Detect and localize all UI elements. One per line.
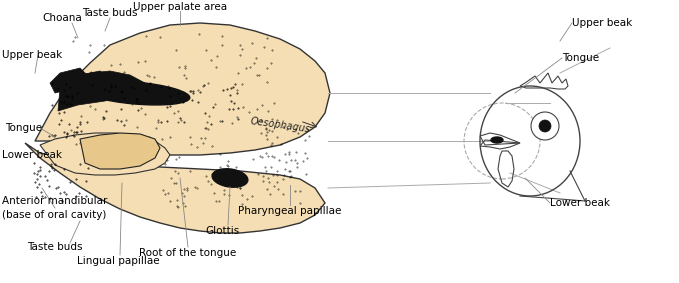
Text: Lingual papillae: Lingual papillae	[77, 256, 160, 266]
Polygon shape	[25, 143, 325, 233]
Polygon shape	[50, 68, 90, 93]
Text: Taste buds: Taste buds	[27, 242, 83, 252]
Text: Tongue: Tongue	[5, 123, 42, 133]
Text: Choana: Choana	[42, 13, 82, 23]
Text: Taste buds: Taste buds	[82, 8, 138, 18]
Text: Lower beak: Lower beak	[550, 198, 610, 208]
Ellipse shape	[212, 169, 248, 187]
Text: Upper palate area: Upper palate area	[133, 2, 227, 12]
Text: Root of the tongue: Root of the tongue	[139, 248, 236, 258]
Ellipse shape	[80, 81, 190, 105]
Circle shape	[531, 112, 559, 140]
Text: Tongue: Tongue	[562, 53, 599, 63]
Text: Pharyngeal papillae: Pharyngeal papillae	[238, 206, 342, 216]
Text: Upper beak: Upper beak	[2, 50, 62, 60]
Text: Lower beak: Lower beak	[2, 150, 62, 160]
Text: (base of oral cavity): (base of oral cavity)	[2, 210, 107, 220]
Polygon shape	[58, 71, 145, 111]
Polygon shape	[40, 133, 170, 175]
Polygon shape	[70, 71, 115, 98]
Text: Upper beak: Upper beak	[572, 18, 632, 28]
Polygon shape	[80, 133, 160, 169]
Circle shape	[539, 120, 551, 132]
Polygon shape	[35, 23, 330, 155]
Text: Oesophagus: Oesophagus	[249, 116, 311, 134]
Text: Anterior mandibular: Anterior mandibular	[2, 196, 107, 206]
Text: Glottis: Glottis	[205, 226, 239, 236]
Ellipse shape	[491, 137, 503, 143]
